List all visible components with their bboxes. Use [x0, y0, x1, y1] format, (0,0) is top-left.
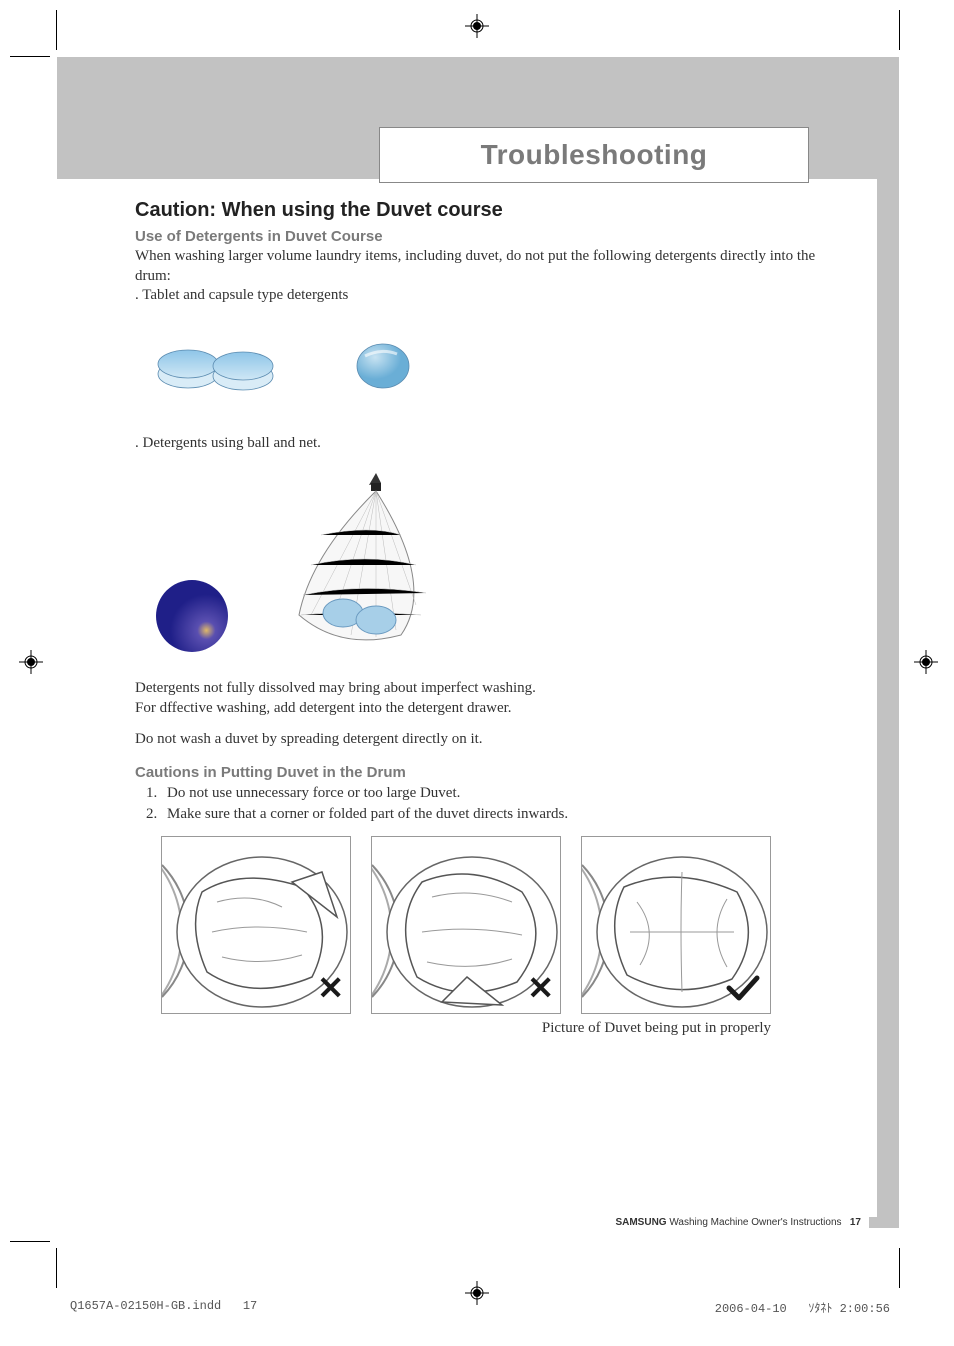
crop-mark [10, 56, 50, 57]
list-item: Make sure that a corner or folded part o… [161, 804, 835, 826]
crop-mark [56, 1248, 57, 1288]
drum-correct [581, 836, 771, 1014]
ordered-list: Do not use unnecessary force or too larg… [161, 783, 835, 827]
footer-tab [869, 1217, 899, 1228]
capsule-detergent-icon [353, 334, 413, 394]
chapter-title: Troubleshooting [481, 139, 708, 171]
crop-mark [56, 10, 57, 50]
figure-caption: Picture of Duvet being put in properly [135, 1020, 771, 1037]
registration-mark-icon [914, 650, 938, 674]
drum-wrong-1: ✕ [161, 836, 351, 1014]
registration-mark-icon [465, 14, 489, 38]
content-area: Caution: When using the Duvet course Use… [135, 199, 835, 1037]
print-metadata: Q1657A-02150H-GB.indd 17 2006-04-10 ｿﾀﾈﾄ… [70, 1299, 890, 1316]
paragraph: When washing larger volume laundry items… [135, 247, 835, 286]
crop-mark [10, 1241, 50, 1242]
page: Troubleshooting Caution: When using the … [57, 57, 899, 1240]
footer-text: SAMSUNG Washing Machine Owner's Instruct… [615, 1217, 861, 1228]
footer-doc: Washing Machine Owner's Instructions [669, 1217, 841, 1228]
subsection-heading: Cautions in Putting Duvet in the Drum [135, 764, 835, 781]
list-item: Do not use unnecessary force or too larg… [161, 783, 835, 805]
print-time: ｿﾀﾈﾄ 2:00:56 [808, 1302, 890, 1316]
paragraph: Do not wash a duvet by spreading deterge… [135, 730, 835, 750]
footer-page: 17 [850, 1217, 861, 1228]
chapter-title-box: Troubleshooting [379, 127, 809, 183]
paragraph: Detergents not fully dissolved may bring… [135, 679, 835, 699]
subsection-heading: Use of Detergents in Duvet Course [135, 228, 835, 245]
side-band [877, 57, 899, 1217]
detergent-ball-icon [153, 577, 231, 655]
page-footer: SAMSUNG Washing Machine Owner's Instruct… [57, 1218, 899, 1240]
drum-wrong-2: ✕ [371, 836, 561, 1014]
crop-mark [899, 1248, 900, 1288]
drum-illustration-row: ✕ ✕ [161, 836, 835, 1014]
footer-brand: SAMSUNG [615, 1217, 666, 1228]
bullet-text: . Detergents using ball and net. [135, 434, 835, 454]
tablet-detergent-icon [153, 334, 283, 394]
crop-mark [899, 10, 900, 50]
print-date: 2006-04-10 [715, 1302, 787, 1316]
print-file: Q1657A-02150H-GB.indd [70, 1299, 221, 1313]
illustration-ball-net [153, 465, 835, 655]
illustration-tablets [153, 334, 835, 394]
registration-mark-icon [19, 650, 43, 674]
section-heading: Caution: When using the Duvet course [135, 199, 835, 222]
bullet-text: . Tablet and capsule type detergents [135, 286, 835, 306]
cross-mark-icon: ✕ [317, 969, 344, 1007]
paragraph: For dffective washing, add detergent int… [135, 699, 835, 719]
cross-mark-icon: ✕ [527, 969, 554, 1007]
check-mark-icon [726, 974, 760, 1007]
print-filepage: 17 [243, 1299, 257, 1313]
detergent-net-icon [281, 465, 441, 655]
